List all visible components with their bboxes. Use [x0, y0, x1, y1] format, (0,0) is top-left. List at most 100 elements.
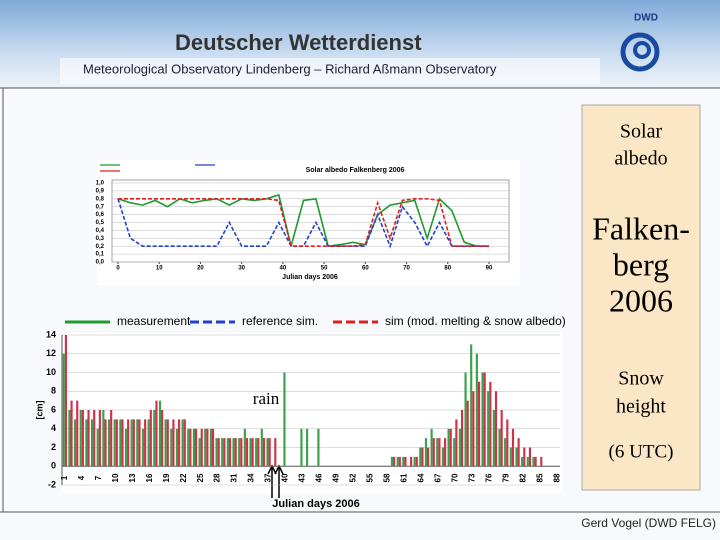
- y-tick-label: 2: [51, 442, 56, 452]
- bar: [492, 410, 495, 467]
- bar: [317, 428, 320, 467]
- bar: [251, 438, 254, 467]
- bar: [164, 419, 167, 467]
- bar: [90, 419, 94, 467]
- y-tick-label: 0,6: [96, 212, 105, 218]
- bar: [404, 456, 407, 467]
- bar: [87, 410, 90, 467]
- bar: [466, 400, 469, 467]
- bar: [194, 428, 198, 467]
- bar: [192, 428, 195, 467]
- bar: [487, 391, 490, 467]
- x-tick-label: 88: [552, 473, 561, 482]
- bar: [127, 419, 130, 467]
- legend-label: reference sim.: [242, 314, 318, 328]
- y-tick-label: 0,9: [96, 188, 105, 194]
- bar: [534, 456, 537, 467]
- x-tick-label: 37: [264, 473, 273, 482]
- x-tick-label: 50: [321, 266, 328, 272]
- bar: [470, 344, 473, 467]
- bar: [147, 419, 150, 467]
- side-text: Snow: [618, 368, 664, 390]
- header-subtitle: Meteorological Observatory Lindenberg – …: [83, 61, 497, 76]
- bar: [410, 456, 413, 467]
- bar: [504, 438, 507, 467]
- x-tick-label: 55: [366, 473, 375, 482]
- side-text: berg: [613, 246, 669, 282]
- y-tick-label: 1,0: [96, 181, 105, 187]
- bar: [62, 353, 65, 467]
- bar: [221, 438, 224, 467]
- y-tick-label: 0,4: [96, 228, 105, 234]
- bar: [421, 447, 424, 467]
- y-tick-label: 0,5: [96, 220, 105, 226]
- x-tick-label: 20: [197, 266, 204, 272]
- bar: [390, 456, 394, 467]
- bar: [274, 438, 277, 467]
- series-line: [117, 198, 489, 249]
- footer: Gerd Vogel (DWD FELG): [581, 516, 716, 530]
- bar: [238, 438, 241, 467]
- bar: [475, 353, 478, 467]
- logo-text: DWD: [634, 13, 658, 24]
- bar: [200, 428, 203, 467]
- x-tick-label: 85: [535, 473, 544, 482]
- x-tick-label: 31: [230, 473, 239, 482]
- x-tick-label: 90: [486, 266, 493, 272]
- x-tick-label: 58: [383, 473, 392, 482]
- annotation: rain: [253, 389, 280, 408]
- bar: [260, 428, 263, 467]
- bar: [509, 447, 512, 467]
- bar: [300, 428, 303, 467]
- x-tick-label: 0: [116, 266, 120, 272]
- bar: [136, 419, 139, 467]
- bar: [110, 410, 113, 467]
- x-tick-label: 4: [77, 475, 86, 480]
- y-tick-label: 14: [46, 329, 56, 339]
- bar: [436, 438, 439, 467]
- bar: [443, 438, 447, 467]
- x-tick-label: 22: [179, 473, 188, 482]
- bar: [402, 456, 405, 467]
- x-tick-label: 10: [156, 266, 163, 272]
- x-tick-label: 60: [362, 266, 369, 272]
- x-tick-label: 67: [433, 473, 442, 482]
- bar: [249, 438, 252, 467]
- bar: [226, 438, 229, 467]
- y-tick-label: 10: [46, 367, 56, 377]
- bar: [245, 438, 249, 467]
- bar: [494, 391, 498, 467]
- x-tick-label: 49: [332, 473, 341, 482]
- bar: [172, 419, 175, 467]
- x-tick-label: 28: [213, 473, 222, 482]
- bar: [483, 372, 486, 467]
- bar: [178, 419, 181, 467]
- y-tick-label: 8: [51, 386, 56, 396]
- bar: [489, 381, 492, 467]
- bar: [85, 419, 88, 467]
- bar: [206, 428, 209, 467]
- bar: [458, 428, 461, 467]
- bar: [68, 410, 71, 467]
- x-tick-label: 80: [444, 266, 451, 272]
- y-axis-label: [cm]: [34, 400, 44, 419]
- x-tick-label: 7: [94, 475, 103, 480]
- y-tick-label: 0,8: [96, 196, 105, 202]
- bar: [132, 419, 135, 467]
- x-tick-label: 13: [128, 473, 137, 482]
- bar: [98, 410, 101, 467]
- bar: [183, 419, 186, 467]
- bar: [266, 438, 269, 467]
- x-axis-label: Julian days 2006: [282, 274, 338, 281]
- x-tick-label: 61: [399, 473, 408, 482]
- bar: [528, 447, 532, 467]
- bar: [232, 438, 235, 467]
- bar: [447, 428, 450, 467]
- bar: [223, 438, 226, 467]
- x-axis-label: Julian days 2006: [272, 498, 359, 510]
- bar: [526, 456, 529, 467]
- bar: [215, 438, 218, 467]
- bar: [268, 438, 271, 467]
- bar: [170, 428, 173, 467]
- bar: [181, 419, 184, 467]
